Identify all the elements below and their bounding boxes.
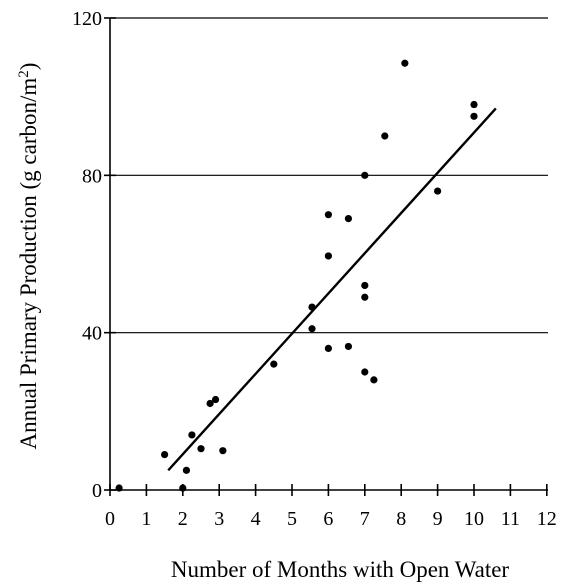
- data-point-0-21: [370, 376, 378, 384]
- x-tick-label-2: 2: [178, 508, 188, 530]
- data-point-0-18: [361, 281, 369, 290]
- data-point-0-14: [324, 344, 332, 352]
- data-point-0-9: [270, 360, 278, 368]
- data-point-0-12: [324, 211, 332, 219]
- x-tick-label-12: 12: [537, 508, 557, 530]
- data-point-0-25: [470, 100, 478, 109]
- x-tick-label-1: 1: [141, 508, 151, 530]
- data-point-0-17: [361, 171, 369, 179]
- data-point-0-20: [361, 368, 369, 376]
- data-point-0-23: [401, 59, 409, 67]
- y-axis-label: Annual Primary Production (g carbon/m2): [16, 63, 41, 450]
- grid-layer: [110, 17, 548, 334]
- data-point-0-19: [361, 293, 369, 301]
- x-tick-label-6: 6: [323, 508, 333, 530]
- data-point-0-26: [470, 112, 478, 120]
- data-point-0-4: [188, 431, 196, 439]
- data-point-0-2: [179, 484, 187, 492]
- data-point-0-16: [344, 342, 353, 351]
- data-point-0-24: [434, 187, 442, 195]
- data-point-0-1: [161, 451, 169, 459]
- data-point-0-22: [381, 132, 389, 140]
- x-tick-label-7: 7: [360, 508, 370, 530]
- y-tick-label-40: 40: [82, 323, 102, 345]
- data-point-0-11: [308, 325, 316, 333]
- data-point-0-8: [219, 447, 227, 455]
- trend-line-layer: [167, 107, 497, 472]
- data-point-0-6: [206, 399, 214, 408]
- x-tick-label-3: 3: [214, 508, 224, 530]
- x-tick-label-9: 9: [433, 508, 443, 530]
- data-point-0-0: [115, 484, 123, 492]
- data-point-0-5: [197, 445, 205, 453]
- x-tick-label-0: 0: [105, 508, 115, 530]
- y-axis-label-superscript: 2: [16, 70, 32, 78]
- x-tick-label-8: 8: [396, 508, 406, 530]
- y-tick-label-80: 80: [82, 165, 102, 187]
- y-tick-label-120: 120: [72, 8, 102, 30]
- y-axis-label-main: Annual Primary Production (g carbon/m: [16, 78, 41, 450]
- x-tick-label-4: 4: [251, 508, 261, 530]
- data-point-0-7: [211, 395, 220, 404]
- x-tick-label-11: 11: [501, 508, 520, 530]
- x-tick-label-5: 5: [287, 508, 297, 530]
- y-axis-label-tail: ): [16, 63, 41, 71]
- y-tick-label-0: 0: [92, 480, 102, 502]
- data-point-0-3: [182, 466, 191, 474]
- trend-line: [167, 107, 497, 472]
- data-point-0-13: [324, 252, 332, 260]
- data-point-0-15: [344, 215, 353, 223]
- x-tick-label-10: 10: [464, 508, 484, 530]
- x-axis-label: Number of Months with Open Water: [171, 557, 510, 582]
- data-points: [115, 59, 478, 492]
